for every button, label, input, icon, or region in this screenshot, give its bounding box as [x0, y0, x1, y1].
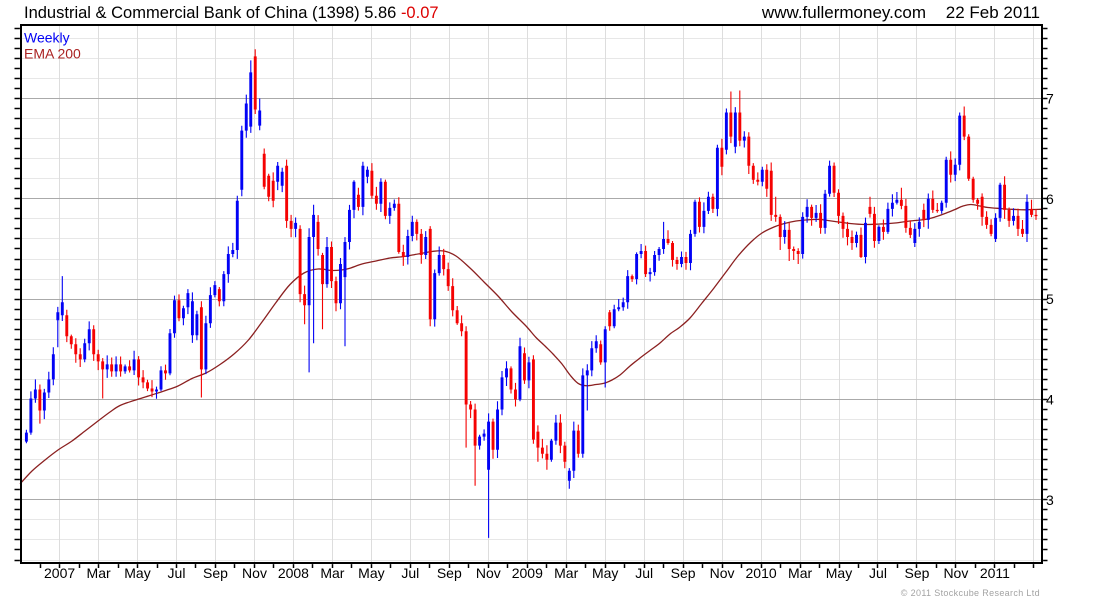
svg-text:Industrial & Commercial Bank o: Industrial & Commercial Bank of China (1… [24, 4, 439, 22]
svg-text:Mar: Mar [788, 565, 812, 581]
svg-text:Nov: Nov [476, 565, 501, 581]
svg-text:Nov: Nov [710, 565, 735, 581]
svg-text:4: 4 [1046, 392, 1054, 408]
svg-text:May: May [358, 565, 384, 581]
svg-text:Jul: Jul [635, 565, 653, 581]
svg-text:Mar: Mar [320, 565, 344, 581]
svg-text:2007: 2007 [44, 565, 75, 581]
svg-text:Jul: Jul [401, 565, 419, 581]
svg-text:Nov: Nov [242, 565, 267, 581]
svg-text:May: May [592, 565, 618, 581]
svg-text:Jul: Jul [168, 565, 186, 581]
svg-text:Mar: Mar [554, 565, 578, 581]
svg-text:2009: 2009 [512, 565, 543, 581]
svg-text:Sep: Sep [203, 565, 228, 581]
svg-text:Weekly: Weekly [24, 30, 70, 46]
svg-text:© 2011 Stockcube Research Ltd: © 2011 Stockcube Research Ltd [901, 588, 1040, 598]
svg-text:2008: 2008 [278, 565, 309, 581]
svg-text:5: 5 [1046, 291, 1054, 307]
svg-text:2010: 2010 [746, 565, 777, 581]
svg-text:Jul: Jul [869, 565, 887, 581]
svg-text:2011: 2011 [980, 565, 1010, 581]
svg-text:EMA 200: EMA 200 [24, 46, 81, 62]
svg-text:Nov: Nov [943, 565, 968, 581]
svg-text:3: 3 [1046, 492, 1054, 508]
svg-text:Mar: Mar [87, 565, 111, 581]
svg-text:May: May [826, 565, 852, 581]
svg-text:www.fullermoney.com: www.fullermoney.com [761, 3, 926, 22]
svg-text:Sep: Sep [671, 565, 696, 581]
svg-text:22 Feb 2011: 22 Feb 2011 [946, 3, 1040, 22]
svg-text:7: 7 [1046, 91, 1054, 107]
svg-text:May: May [124, 565, 150, 581]
svg-text:6: 6 [1046, 191, 1054, 207]
svg-text:Sep: Sep [437, 565, 462, 581]
svg-text:Sep: Sep [905, 565, 930, 581]
